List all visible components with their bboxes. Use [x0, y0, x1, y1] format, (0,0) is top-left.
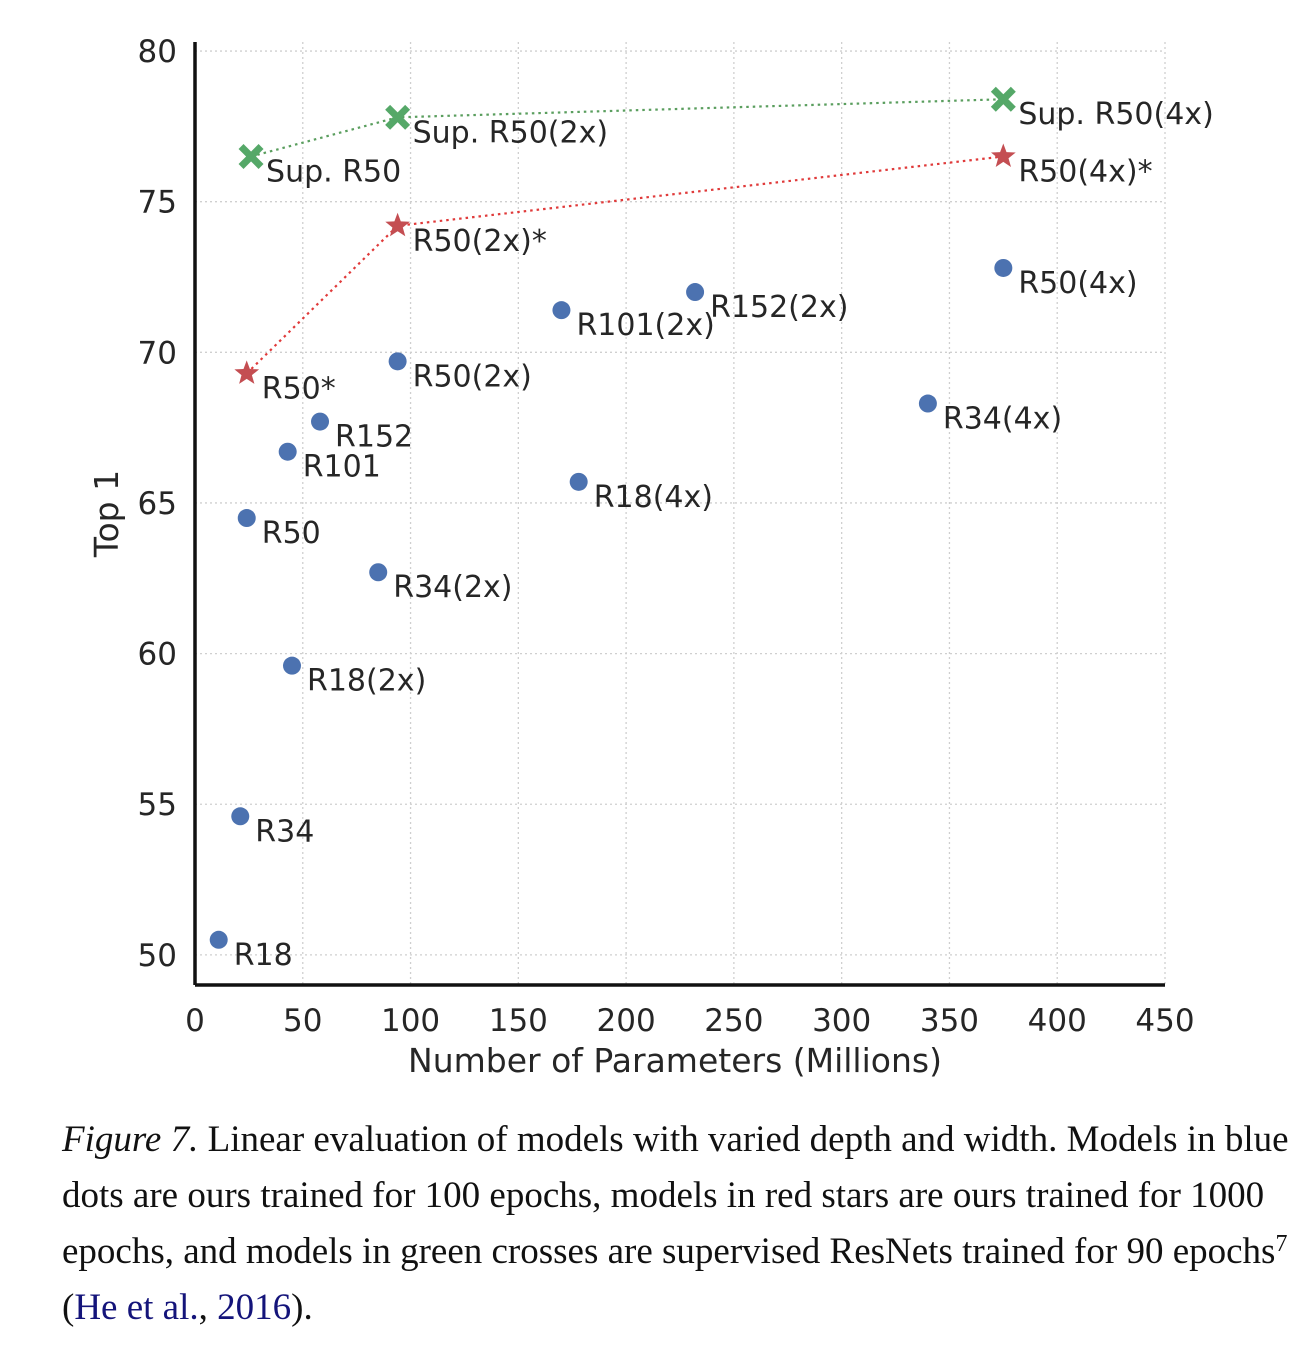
- x-tick-label: 50: [283, 1003, 322, 1039]
- y-axis-label: Top 1: [87, 470, 126, 558]
- y-tick-label: 60: [138, 637, 177, 673]
- data-label: R34: [255, 814, 314, 849]
- figure-label: Figure 7.: [62, 1119, 199, 1160]
- y-tick-label: 70: [138, 335, 177, 371]
- caption-close: ).: [291, 1287, 313, 1328]
- data-point-cross: [990, 86, 1016, 112]
- data-point-dot: [209, 930, 228, 949]
- citation-authors-link[interactable]: He et al.: [74, 1287, 199, 1328]
- data-point-dot: [388, 352, 407, 371]
- cross-stroke: [385, 104, 411, 130]
- data-label: R50(4x): [1018, 266, 1137, 301]
- citation-year-link[interactable]: 2016: [217, 1287, 292, 1328]
- y-tick-label: 65: [138, 486, 177, 522]
- x-tick-label: 350: [920, 1003, 979, 1039]
- data-point-dot: [278, 442, 297, 461]
- data-label: R18(4x): [594, 480, 713, 515]
- data-point-dot: [994, 258, 1013, 277]
- data-label: R34(2x): [393, 570, 512, 605]
- data-point-dot: [918, 394, 937, 413]
- data-point-cross: [238, 144, 264, 169]
- data-point-dot: [369, 563, 388, 582]
- x-tick-label: 200: [597, 1003, 656, 1039]
- data-label: R152: [335, 420, 413, 455]
- data-point-dot: [311, 412, 330, 431]
- y-tick-label: 75: [138, 185, 177, 221]
- data-label: R101: [303, 450, 381, 485]
- data-label: R34(4x): [943, 402, 1062, 437]
- scatter-chart: 0 50 100 150 200 250 300 350 400 4505055606570758…: [87, 34, 1214, 1080]
- caption-paren: (: [62, 1287, 75, 1328]
- caption-text: Linear evaluation of models with varied …: [62, 1119, 1289, 1272]
- caption-comma: ,: [198, 1287, 218, 1328]
- data-point-dot: [231, 807, 250, 826]
- y-tick-label: 80: [138, 34, 177, 70]
- data-point-star: [385, 212, 410, 237]
- data-label: R50(2x): [413, 359, 532, 394]
- data-label: R152(2x): [710, 290, 848, 325]
- y-tick-label: 50: [138, 938, 177, 974]
- footnote-marker[interactable]: 7: [1275, 1231, 1288, 1257]
- series-line: [250, 98, 1004, 158]
- x-tick-label: 150: [489, 1003, 548, 1039]
- x-tick-label: 450: [1135, 1003, 1194, 1039]
- data-label: Sup. R50(2x): [413, 115, 608, 150]
- data-point-star: [991, 143, 1016, 167]
- data-point-dot: [686, 283, 705, 302]
- x-tick-label: 300: [812, 1003, 871, 1039]
- data-label: R50: [262, 516, 321, 551]
- data-label: Sup. R50(4x): [1018, 97, 1213, 132]
- data-point-star: [234, 360, 260, 384]
- data-point-dot: [283, 656, 301, 675]
- data-point-dot: [237, 509, 256, 528]
- data-label: R50(4x)*: [1018, 154, 1152, 189]
- data-point-dot: [552, 301, 571, 320]
- data-point-cross: [385, 104, 411, 130]
- x-axis-label: Number of Parameters (Millions): [408, 1041, 942, 1080]
- y-tick-label: 55: [138, 787, 177, 823]
- data-label: Sup. R50: [266, 154, 401, 189]
- x-tick-label: 400: [1028, 1003, 1087, 1039]
- x-tick-label: 0: [185, 1003, 205, 1039]
- data-label: R18: [234, 938, 293, 973]
- series-line: [245, 155, 1004, 375]
- cross-stroke: [238, 144, 264, 169]
- data-label: R101(2x): [576, 308, 714, 343]
- data-label: R50*: [262, 371, 336, 406]
- data-point-dot: [569, 472, 588, 491]
- data-label: R18(2x): [307, 664, 426, 699]
- x-tick-label: 100: [381, 1003, 440, 1039]
- data-label: R50(2x)*: [413, 224, 547, 259]
- cross-stroke: [990, 86, 1016, 112]
- x-tick-label: 250: [704, 1003, 763, 1039]
- figure-caption: Figure 7. Linear evaluation of models wi…: [62, 1112, 1292, 1336]
